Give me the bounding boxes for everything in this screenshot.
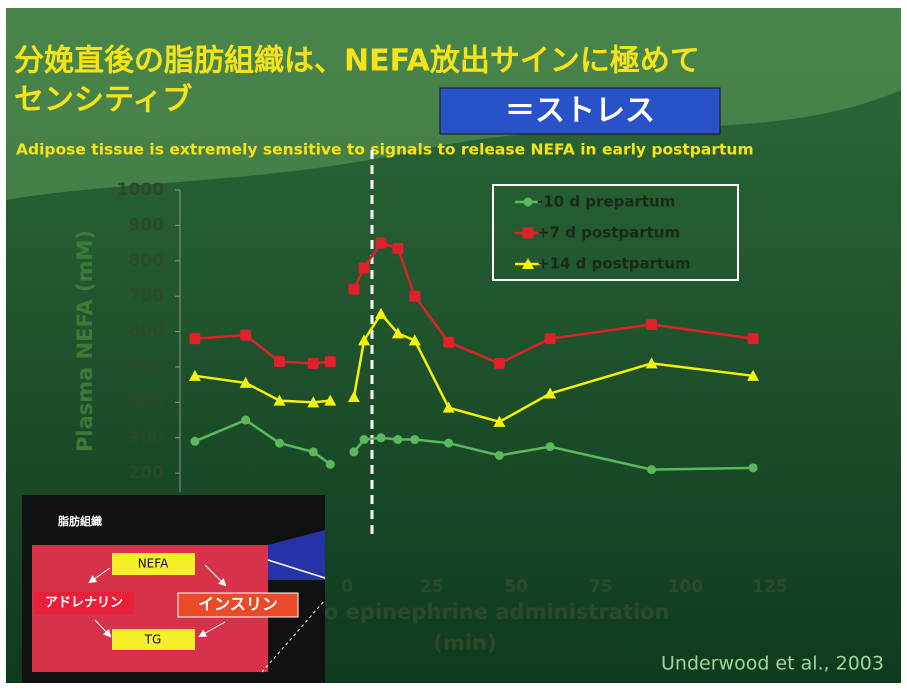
x-tick-label: 100 bbox=[668, 577, 704, 597]
y-axis-label: Plasma NEFA (mM) bbox=[73, 230, 97, 452]
point bbox=[307, 396, 320, 408]
point bbox=[358, 262, 370, 274]
point bbox=[376, 433, 386, 443]
y-tick-label: 1000 bbox=[117, 180, 164, 200]
nefa-box bbox=[112, 553, 195, 575]
y-tick-label: 600 bbox=[129, 322, 165, 342]
inset-line bbox=[267, 559, 326, 579]
point bbox=[443, 336, 455, 348]
adrenaline-box bbox=[34, 592, 134, 614]
title: センシティブ bbox=[14, 83, 192, 118]
x-tick-label: 25 bbox=[420, 577, 444, 597]
legend-label: +14 d postpartum bbox=[537, 255, 691, 273]
point bbox=[647, 465, 657, 475]
inset-line bbox=[261, 599, 326, 673]
y-tick-label: 300 bbox=[129, 428, 165, 448]
legend-label: +7 d postpartum bbox=[537, 224, 680, 242]
point bbox=[393, 435, 403, 445]
point bbox=[493, 357, 505, 369]
point bbox=[442, 401, 455, 413]
legend-marker bbox=[522, 227, 534, 239]
point bbox=[375, 237, 387, 249]
point bbox=[747, 333, 759, 345]
point bbox=[408, 334, 421, 346]
insulin-box bbox=[177, 592, 299, 618]
point bbox=[348, 283, 360, 295]
x-axis-label: (min) bbox=[433, 631, 496, 655]
point bbox=[240, 329, 252, 341]
adrenaline-label: アドレナリン bbox=[45, 596, 123, 611]
point bbox=[190, 436, 200, 446]
y-tick-label: 500 bbox=[129, 357, 165, 377]
inset-stripe bbox=[268, 530, 325, 580]
point bbox=[274, 438, 284, 448]
point bbox=[544, 333, 556, 345]
legend-marker bbox=[523, 197, 533, 207]
badge-text: ＝ストレス bbox=[505, 94, 655, 129]
y-tick-label: 700 bbox=[129, 286, 165, 306]
point bbox=[188, 369, 201, 381]
point bbox=[324, 356, 336, 368]
point bbox=[374, 307, 387, 319]
subtitle: Adipose tissue is extremely sensitive to… bbox=[16, 141, 754, 159]
x-tick-label: 0 bbox=[341, 577, 353, 597]
y-tick-label: 900 bbox=[129, 215, 165, 235]
y-tick-label: 200 bbox=[129, 463, 165, 483]
legend-label: -10 d prepartum bbox=[537, 193, 675, 211]
x-tick-label: 125 bbox=[752, 577, 788, 597]
point bbox=[308, 447, 318, 457]
point bbox=[409, 290, 421, 302]
inset: 脂肪組織 NEFA TG アドレナリン インスリン bbox=[22, 495, 326, 683]
legend-marker bbox=[522, 258, 534, 269]
point bbox=[189, 333, 201, 345]
point bbox=[747, 369, 760, 381]
y-tick-label: 400 bbox=[129, 392, 165, 412]
point bbox=[645, 357, 658, 369]
x-tick-label: 75 bbox=[589, 577, 613, 597]
tg-label: TG bbox=[144, 633, 162, 647]
point bbox=[646, 318, 658, 330]
point bbox=[349, 447, 359, 457]
title: 分娩直後の脂肪組織は、NEFA放出サインに極めて bbox=[14, 44, 700, 79]
point bbox=[347, 391, 360, 403]
point bbox=[545, 442, 555, 452]
arrow bbox=[204, 564, 227, 587]
point bbox=[493, 415, 506, 427]
arrow bbox=[88, 567, 111, 584]
series-line bbox=[352, 241, 754, 365]
badge bbox=[439, 87, 721, 135]
point bbox=[748, 463, 758, 473]
point bbox=[544, 387, 557, 399]
tg-box bbox=[112, 629, 195, 650]
nefa-label: NEFA bbox=[138, 557, 169, 571]
point bbox=[410, 435, 420, 445]
plot: 200 300 400 500 600 700 800 900 1000 0 25 50 75 100 12… bbox=[73, 180, 788, 655]
point bbox=[324, 394, 337, 406]
point bbox=[359, 435, 369, 445]
inset-title: 脂肪組織 bbox=[57, 514, 102, 528]
y-tick-label: 800 bbox=[129, 251, 165, 271]
citation: Underwood et al., 2003 bbox=[661, 653, 884, 675]
series-line bbox=[352, 436, 754, 471]
series-line bbox=[352, 311, 754, 424]
arrow bbox=[198, 621, 226, 637]
point bbox=[494, 450, 504, 460]
point bbox=[358, 334, 371, 346]
point bbox=[325, 459, 335, 469]
point bbox=[273, 394, 286, 406]
point bbox=[239, 376, 252, 388]
point bbox=[273, 356, 285, 368]
legend-box bbox=[492, 184, 739, 281]
insulin-label: インスリン bbox=[198, 595, 278, 614]
point bbox=[307, 357, 319, 369]
point bbox=[444, 438, 454, 448]
point bbox=[392, 242, 404, 254]
point bbox=[241, 415, 251, 425]
point bbox=[391, 327, 404, 339]
arrow bbox=[94, 619, 112, 638]
x-tick-label: 50 bbox=[504, 577, 528, 597]
